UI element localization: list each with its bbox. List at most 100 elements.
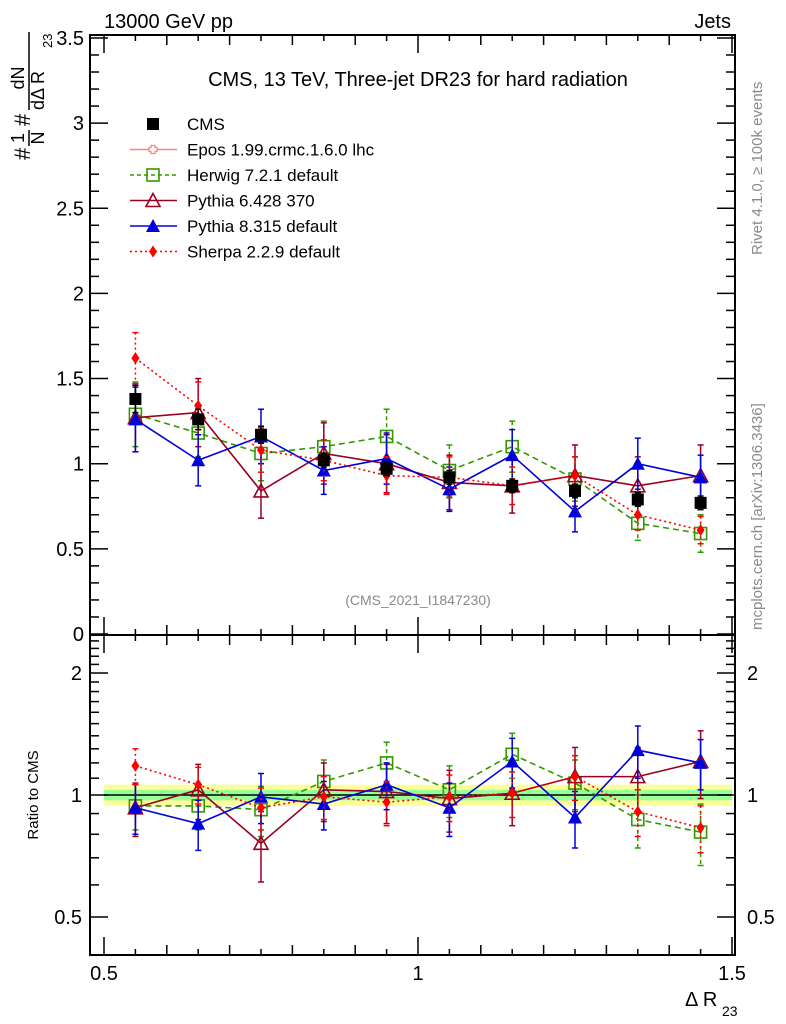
ratio-series-layer [127,725,709,883]
legend-item: Herwig 7.2.1 default [130,166,338,185]
ratio-y-tick-label: 1 [71,785,82,807]
legend-item: Pythia 8.315 default [130,217,338,236]
main-series-pythia-8-315-default [128,386,708,533]
main-y-tick-label: 0.5 [56,539,84,561]
x-tick-label: 1 [412,963,423,985]
ratio-y-tick-label-right: 0.5 [747,907,775,929]
legend-label: Epos 1.99.crmc.1.6.0 lhc [187,141,375,160]
main-panel: 0 0.5 1 1.5 2 2.5 3 3.5 CMS, 13 TeV, Three-jet … [8,28,736,646]
ratio-data-point [254,789,268,803]
ratio-series-line [135,753,701,833]
ratio-data-point [633,805,642,818]
ratio-data-point [445,790,454,803]
ylabel-hash-2: # [10,113,35,126]
main-data-point [568,504,582,518]
ratio-data-point [568,810,582,824]
legend-marker [148,144,158,155]
ratio-data-point [252,834,270,851]
main-series-layer [127,331,709,554]
ratio-data-point [131,759,140,772]
ratio-data-point [379,777,394,791]
ratio-series-line [135,749,701,825]
main-data-point [255,428,267,441]
ratio-y-tick-label: 2 [71,663,82,685]
header-right-label: Jets [694,11,731,33]
ratio-series-sherpa-2-2-9-default [131,748,705,854]
rivet-version-label: Rivet 4.1.0, ≥ 100k events [749,82,766,255]
legend-item: Pythia 6.428 370 [130,192,315,211]
x-axis-label-sub: 23 [722,1003,738,1019]
main-data-point [569,484,581,497]
legend-item: Epos 1.99.crmc.1.6.0 lhc [130,141,375,160]
main-data-point [694,496,707,509]
main-data-point [192,413,205,426]
ratio-data-point [319,790,328,803]
ratio-data-point [696,821,705,834]
main-y-tick-label: 3.5 [56,28,84,50]
ratio-data-point [508,787,517,800]
main-y-tick-label: 3 [73,113,84,135]
main-data-point [693,470,708,484]
legend-item: CMS [147,115,225,134]
ratio-data-point [257,801,265,814]
mcplots-label: mcplots.cern.ch [arXiv:1306.3436] [749,403,766,630]
ratio-data-point [189,781,207,797]
x-tick-label: 0.5 [90,963,118,985]
x-axis-label-main: Δ R [685,989,717,1011]
ylabel-num-dN: dN [8,66,28,89]
ratio-data-point [505,754,520,768]
main-data-point [443,471,456,484]
main-data-point [317,454,330,467]
main-data-point [630,456,645,470]
main-series-sherpa-2-2-9-default [131,331,705,545]
main-data-point [505,448,520,462]
ratio-series-line [135,760,701,845]
ratio-y-axis-label: Ratio to CMS [25,750,42,839]
main-y-tick-label: 0 [73,624,84,646]
legend-marker [147,118,159,130]
legend-label: CMS [187,115,225,134]
legend-marker [149,245,157,258]
main-data-point [633,508,642,521]
main-data-point [571,469,579,482]
chart-title: CMS, 13 TeV, Three-jet DR23 for hard rad… [208,69,628,91]
legend: CMS Epos 1.99.crmc.1.6.0 lhc Herwig 7.2.1 … [130,115,375,262]
main-data-point [129,392,142,405]
legend-label: Pythia 8.315 default [187,217,338,236]
ratio-data-point [571,770,579,783]
main-y-tick-label: 1 [73,454,84,476]
main-data-point [629,477,647,493]
ratio-series-line [135,765,701,829]
main-data-point [380,462,393,475]
main-y-tick-label: 2.5 [56,198,84,220]
ratio-data-point [194,778,203,791]
ylabel-den-dDR: dΔ R [28,71,48,110]
ratio-data-point [629,767,647,784]
main-series-line [134,418,701,513]
ratio-data-point [382,796,391,809]
ylabel-num-1: 1 [8,133,28,143]
legend-marker [146,168,160,182]
ratio-data-point [630,743,645,757]
legend-marker [146,219,160,232]
main-data-point [191,453,206,467]
legend-marker [144,191,162,208]
main-y-tick-label: 2 [73,283,84,305]
main-series-line [135,413,701,535]
main-data-point [131,352,140,365]
ratio-axes: 0.5 0.5 1 1 2 2 0.5 1 1.5 [54,634,775,985]
legend-label: Sherpa 2.2.9 default [187,243,340,262]
ylabel-hash-1: # [10,147,35,160]
main-data-point [696,524,705,537]
main-data-point [257,444,265,457]
ratio-data-point [191,816,206,830]
ratio-data-point [442,800,457,814]
ratio-y-tick-label-right: 2 [747,663,758,685]
ratio-data-point [693,755,708,769]
legend-item: Sherpa 2.2.9 default [130,243,340,262]
ratio-y-tick-label: 0.5 [54,907,82,929]
main-data-point [631,493,644,506]
ratio-panel: 0.5 0.5 1 1 2 2 0.5 1 1.5 Ratio to CMS [25,634,775,985]
ratio-data-point [128,800,143,814]
